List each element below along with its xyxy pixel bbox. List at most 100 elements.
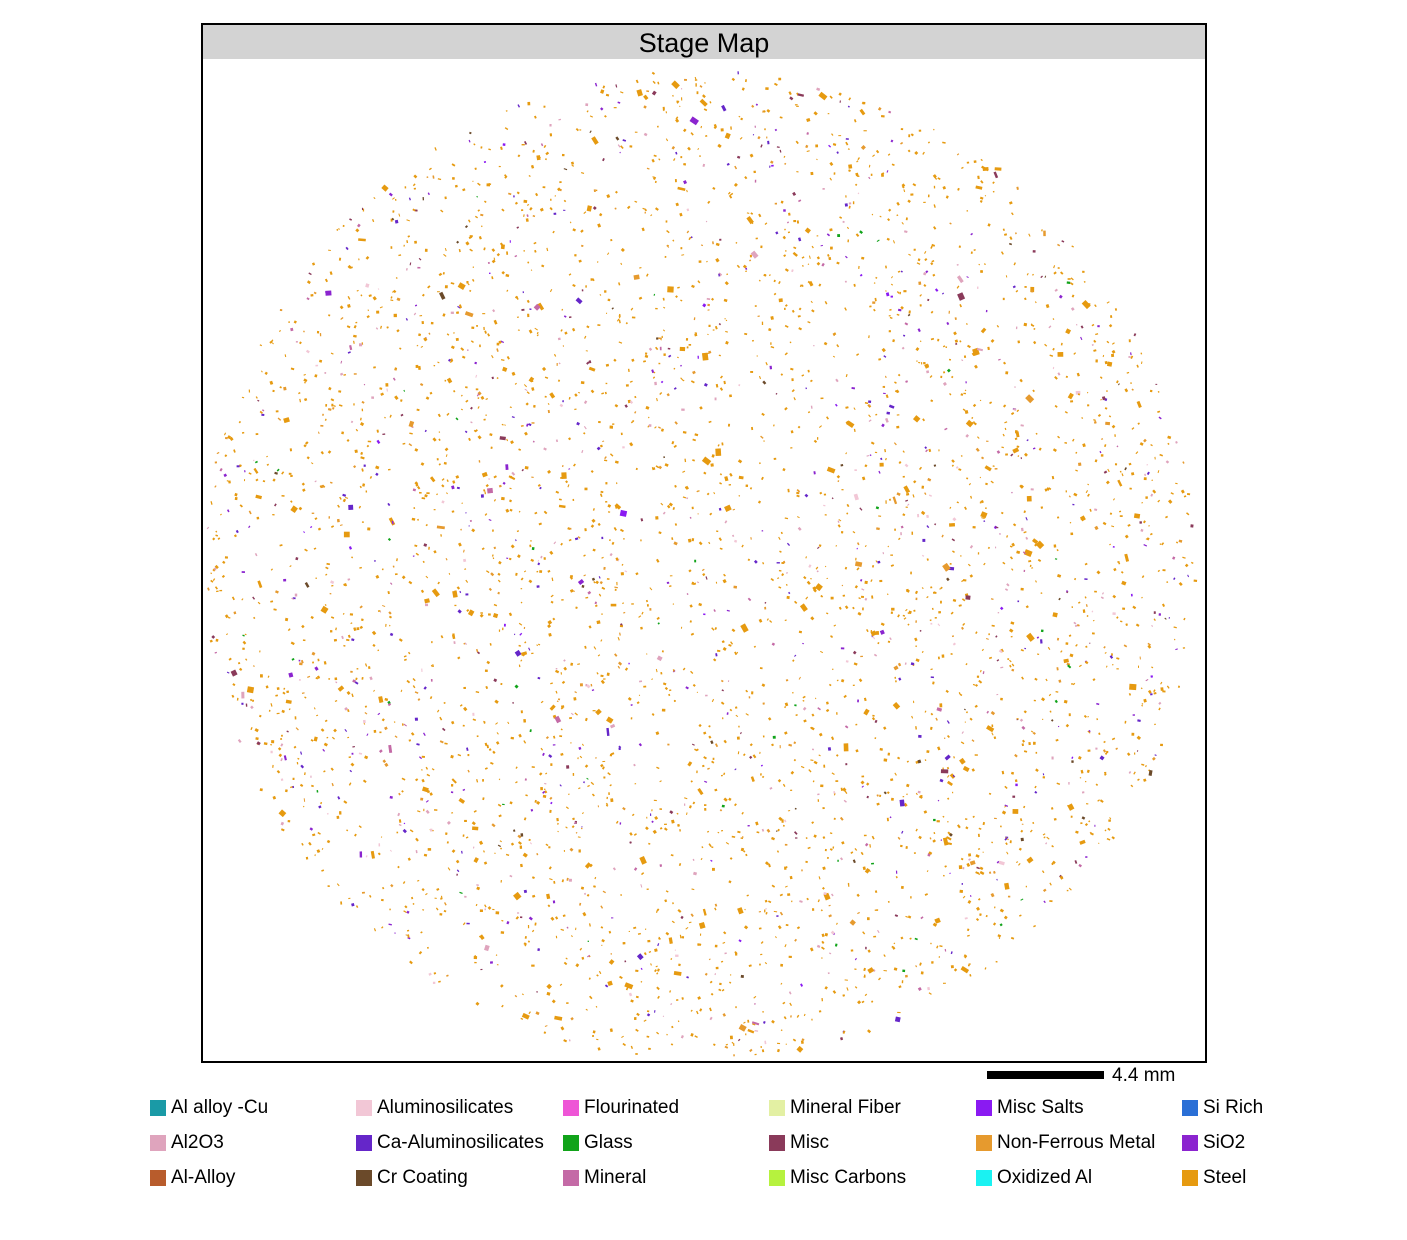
particle — [583, 554, 586, 557]
particle — [822, 836, 826, 840]
particle — [688, 344, 692, 346]
particle — [905, 499, 909, 502]
particle — [1115, 747, 1119, 751]
particle — [869, 844, 871, 848]
particle — [778, 536, 781, 540]
particle — [813, 439, 818, 444]
particle — [207, 587, 210, 591]
particle — [541, 366, 547, 372]
particle — [1096, 718, 1099, 721]
particle — [736, 736, 740, 740]
particle — [248, 472, 252, 475]
particle — [918, 361, 921, 364]
particle — [784, 706, 786, 709]
particle — [1067, 804, 1071, 808]
particle — [1081, 417, 1084, 419]
particle — [910, 571, 912, 575]
particle — [859, 230, 864, 235]
particle — [976, 347, 984, 352]
particle — [416, 743, 420, 746]
particle — [728, 644, 732, 647]
particle — [462, 834, 465, 837]
particle — [640, 518, 644, 522]
particle — [536, 155, 541, 161]
particle — [667, 743, 670, 746]
particle — [542, 186, 546, 189]
particle — [725, 330, 729, 333]
particle — [521, 468, 524, 472]
particle — [348, 756, 352, 759]
particle — [691, 888, 695, 891]
particle — [860, 595, 864, 598]
particle — [704, 804, 707, 806]
particle — [281, 734, 283, 737]
particle — [333, 728, 337, 733]
particle — [484, 513, 488, 516]
particle — [363, 723, 366, 725]
particle — [538, 772, 543, 776]
particle — [960, 741, 965, 745]
particle — [958, 245, 961, 248]
particle — [952, 774, 955, 778]
particle — [790, 1015, 792, 1018]
particle — [780, 963, 784, 967]
particle — [622, 807, 626, 811]
particle — [884, 375, 887, 379]
particle — [288, 708, 291, 711]
particle — [542, 790, 546, 794]
particle — [443, 461, 447, 465]
particle — [691, 506, 694, 510]
particle — [570, 662, 574, 666]
particle — [1180, 489, 1185, 494]
particle — [886, 817, 889, 822]
particle — [1014, 753, 1018, 758]
particle — [1111, 342, 1115, 345]
particle — [1081, 816, 1086, 820]
particle — [864, 401, 869, 405]
particle — [301, 482, 305, 486]
particle — [907, 199, 911, 204]
particle — [622, 139, 627, 142]
particle — [1184, 563, 1189, 568]
particle — [861, 775, 865, 778]
particle — [301, 842, 304, 846]
particle — [942, 381, 947, 386]
particle — [770, 316, 774, 320]
particle — [1004, 421, 1008, 424]
particle — [273, 608, 277, 611]
particle — [420, 589, 425, 594]
particle — [929, 375, 933, 379]
particle — [317, 431, 320, 435]
particle — [690, 913, 694, 917]
particle — [568, 793, 570, 796]
particle — [531, 476, 534, 479]
particle — [509, 874, 513, 878]
particle — [327, 408, 332, 411]
particle — [423, 686, 427, 690]
particle — [528, 579, 533, 584]
particle — [1105, 665, 1108, 668]
particle — [903, 485, 911, 494]
particle — [242, 640, 247, 645]
particle — [700, 244, 704, 247]
particle — [698, 921, 706, 930]
particle — [1136, 364, 1139, 368]
particle — [533, 404, 536, 408]
particle — [1129, 487, 1132, 490]
particle — [471, 326, 475, 330]
particle — [1128, 462, 1132, 466]
particle — [638, 694, 641, 697]
particle — [491, 823, 496, 828]
particle — [531, 929, 535, 933]
particle — [894, 772, 897, 776]
particle — [406, 929, 410, 932]
particle — [698, 723, 702, 728]
particle — [853, 493, 859, 501]
particle — [786, 542, 791, 547]
particle — [1032, 250, 1036, 253]
particle — [689, 116, 699, 126]
particle — [382, 433, 386, 436]
particle — [948, 310, 950, 314]
particle — [524, 431, 528, 436]
particle — [597, 324, 601, 327]
